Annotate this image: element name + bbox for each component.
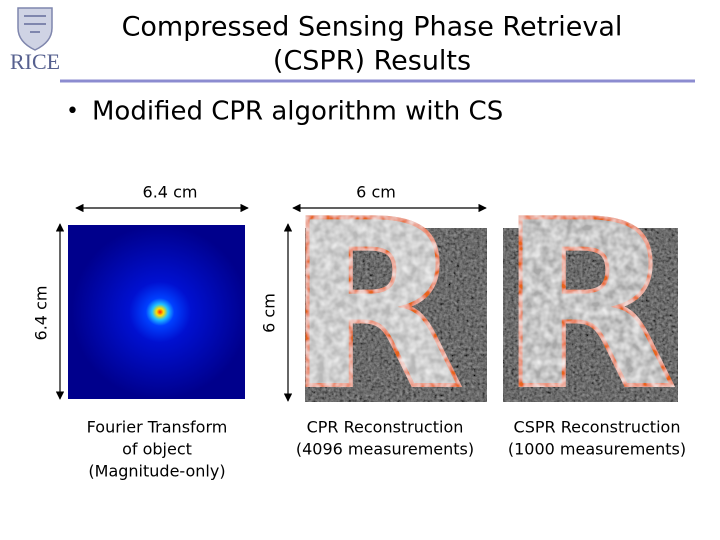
dimension-label: 6 cm bbox=[260, 293, 279, 333]
caption-line: CPR Reconstruction bbox=[307, 418, 464, 437]
caption-line: Fourier Transform bbox=[87, 418, 228, 437]
cspr-image: R bbox=[497, 171, 678, 442]
dimension-label: 6 cm bbox=[356, 183, 396, 202]
caption-line: CSPR Reconstruction bbox=[514, 418, 681, 437]
caption-line: (1000 measurements) bbox=[508, 440, 686, 459]
cpr-image: R bbox=[284, 171, 487, 442]
reconstructed-letter: R bbox=[286, 173, 463, 440]
logo-emblem bbox=[24, 15, 46, 33]
image-noise bbox=[305, 228, 487, 402]
title-line: Compressed Sensing Phase Retrieval bbox=[122, 12, 623, 43]
dimension-label: 6.4 cm bbox=[143, 183, 198, 202]
caption-line: (Magnitude-only) bbox=[88, 462, 225, 481]
bullet-text: Modified CPR algorithm with CS bbox=[92, 97, 503, 127]
caption-line: of object bbox=[122, 440, 192, 459]
bullet-dot: • bbox=[66, 99, 79, 124]
dimension-label: 6.4 cm bbox=[32, 286, 51, 341]
logo: RICE bbox=[10, 7, 60, 74]
logo-text: RICE bbox=[10, 49, 60, 74]
fourier-image bbox=[68, 225, 245, 399]
title-line: (CSPR) Results bbox=[273, 46, 471, 77]
logo-shield bbox=[17, 7, 53, 51]
image-noise bbox=[503, 228, 678, 402]
reconstructed-letter: R bbox=[499, 173, 676, 440]
caption-line: (4096 measurements) bbox=[296, 440, 474, 459]
